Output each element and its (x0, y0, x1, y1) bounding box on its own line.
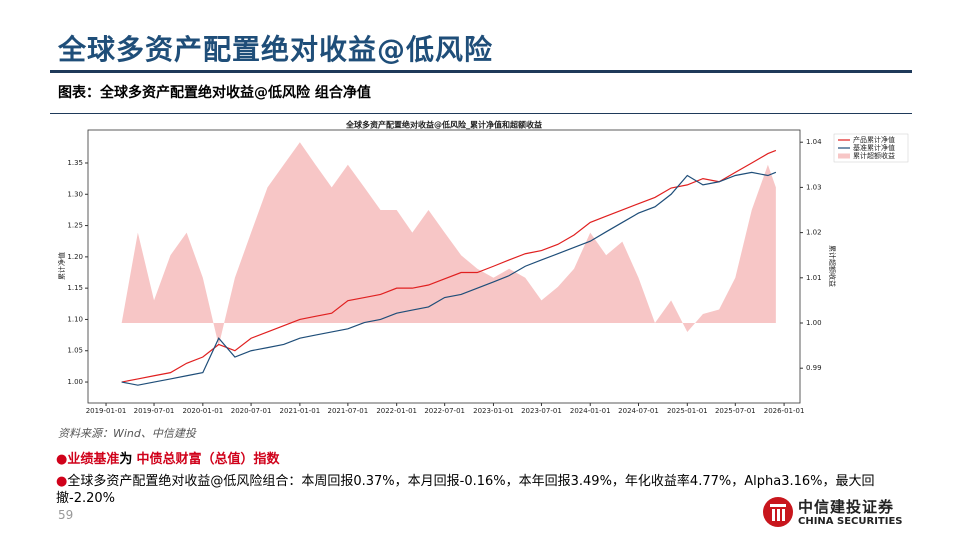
x-tick-label: 2023-01-01 (473, 407, 514, 415)
bullet: ●全球多资产配置绝对收益@低风险组合：本周回报0.37%，本月回报-0.16%，… (56, 474, 875, 506)
x-tick-label: 2024-01-01 (570, 407, 611, 415)
page-number: 59 (58, 508, 74, 522)
y-axis-label: 累计净值 (57, 252, 66, 280)
logo-text: CHINA SECURITIES (798, 516, 903, 527)
bullet-text: 中债总财富（总值）指数 (136, 452, 280, 467)
x-tick-label: 2024-07-01 (618, 407, 659, 415)
plot-frame (87, 129, 801, 404)
y2-tick-label: 1.03 (806, 183, 822, 191)
x-tick-label: 2022-07-01 (424, 407, 465, 415)
x-tick-label: 2026-01-01 (764, 407, 805, 415)
x-tick-label: 2019-01-01 (86, 407, 127, 415)
y-tick-label: 1.05 (67, 347, 83, 355)
chart: 全球多资产配置绝对收益@低风险_累计净值和超额收益 累计净值 累计超额收益 1.… (57, 120, 909, 415)
y-tick-label: 1.30 (67, 190, 83, 198)
y2-tick-label: 1.02 (806, 229, 822, 237)
legend-label: 基准累计净值 (853, 143, 895, 152)
y2-tick-label: 0.99 (806, 364, 822, 372)
slide-title: 全球多资产配置绝对收益@低风险 (58, 33, 494, 66)
series-line (121, 149, 777, 383)
x-tick-label: 2021-07-01 (328, 407, 369, 415)
x-tick-label: 2025-07-01 (715, 407, 756, 415)
excess-area (121, 142, 776, 346)
bullet-text: 业绩基准 (67, 452, 120, 467)
y2-tick-label: 1.01 (806, 274, 822, 282)
rule (50, 70, 912, 73)
series-line (121, 171, 777, 386)
legend-label: 产品累计净值 (853, 135, 895, 144)
y-tick-label: 1.00 (67, 378, 83, 386)
chart-title: 全球多资产配置绝对收益@低风险_累计净值和超额收益 (345, 120, 542, 130)
y-tick-label: 1.20 (67, 253, 83, 261)
x-tick-label: 2020-07-01 (231, 407, 272, 415)
logo: 中信建投证券 CHINA SECURITIES (760, 492, 920, 532)
y2-axis-label: 累计超额收益 (828, 245, 837, 287)
y2-tick-label: 1.00 (806, 319, 822, 327)
y2-tick-label: 1.04 (806, 138, 822, 146)
y-tick-label: 1.25 (67, 222, 83, 230)
logo-text: 中信建投证券 (798, 498, 895, 516)
legend-label: 累计超额收益 (853, 151, 895, 160)
bullet-text: 全球多资产配置绝对收益@低风险组合：本周回报0.37%，本月回报-0.16%，本… (56, 474, 875, 506)
figure-caption: 图表：全球多资产配置绝对收益@低风险 组合净值 (58, 85, 371, 101)
x-tick-label: 2025-01-01 (667, 407, 708, 415)
x-tick-label: 2021-01-01 (280, 407, 321, 415)
y-tick-label: 1.35 (67, 159, 83, 167)
legend-swatch (838, 153, 850, 159)
bullet: ●业绩基准为 中债总财富（总值）指数 (56, 452, 280, 467)
source-note: 资料来源：Wind、中信建投 (58, 427, 196, 440)
x-tick-label: 2023-07-01 (521, 407, 562, 415)
y-tick-label: 1.10 (67, 315, 83, 323)
x-tick-label: 2022-01-01 (376, 407, 417, 415)
y-tick-label: 1.15 (67, 284, 83, 292)
x-tick-label: 2020-01-01 (182, 407, 223, 415)
x-tick-label: 2019-07-01 (134, 407, 175, 415)
rule (50, 113, 912, 114)
bullet-text: 为 (119, 452, 133, 467)
